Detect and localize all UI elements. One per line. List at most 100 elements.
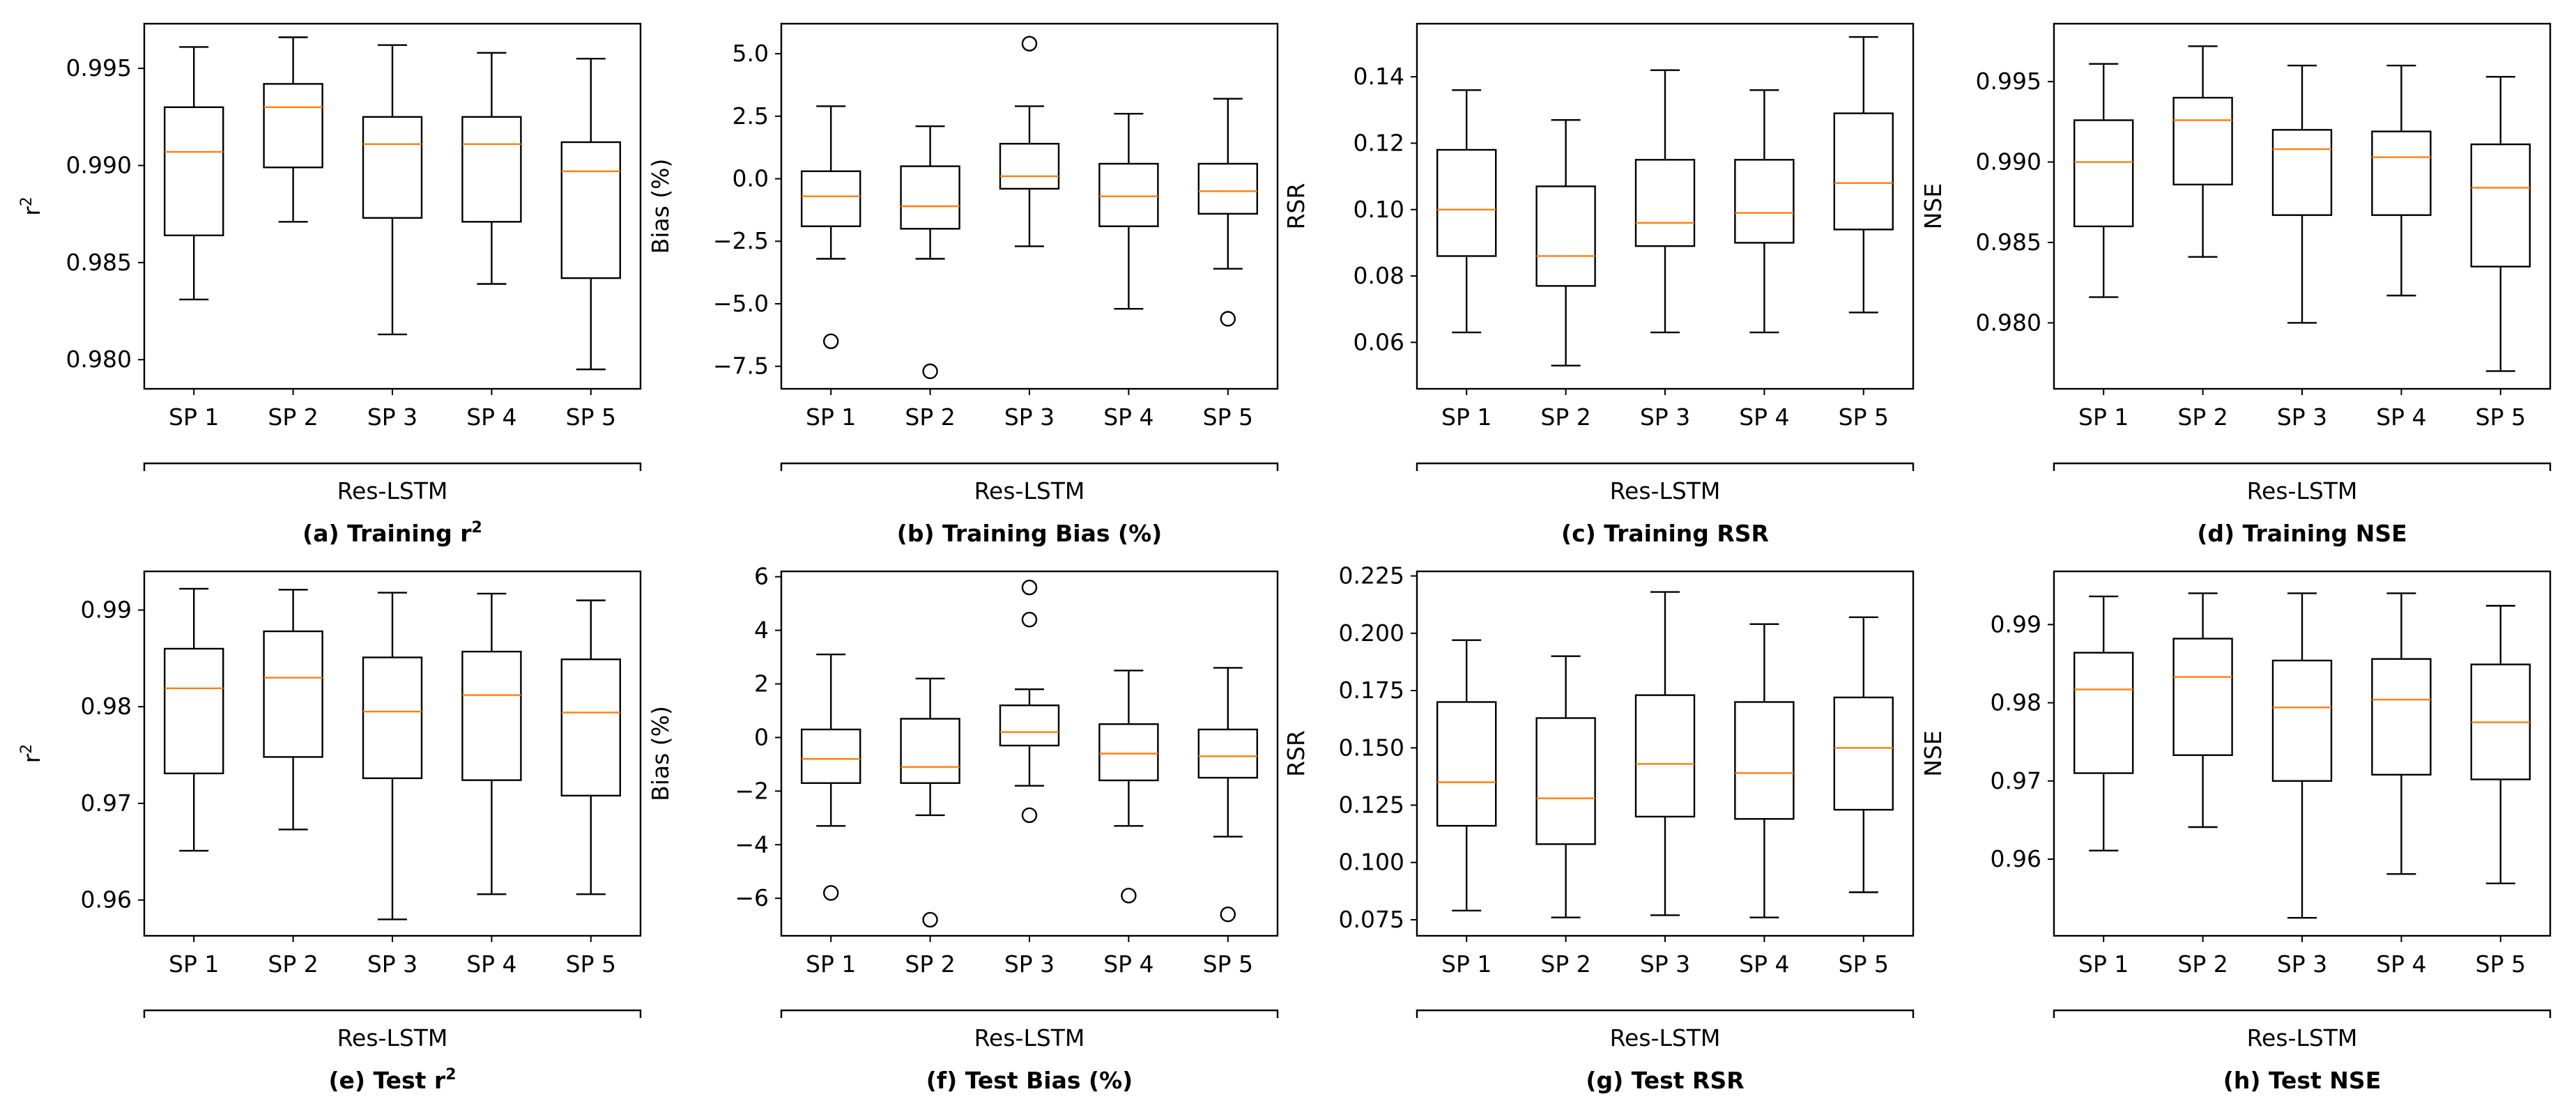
x-tick-label: SP 1 — [2078, 403, 2129, 431]
panel-caption: (b) Training Bias (%) — [897, 520, 1163, 547]
y-axis-label-text: NSE — [1919, 730, 1947, 776]
iqr-box — [2172, 96, 2233, 186]
panel-caption: (d) Training NSE — [2197, 520, 2407, 547]
outlier-point — [1220, 907, 1236, 923]
y-tick-label: 0.175 — [1339, 677, 1404, 704]
iqr-box — [362, 116, 423, 219]
outlier-point — [922, 911, 938, 928]
iqr-box — [1098, 723, 1159, 782]
iqr-box — [1634, 694, 1696, 818]
y-tick-label: −4 — [735, 831, 769, 858]
box-4 — [1098, 670, 1159, 904]
group-bracket — [1416, 462, 1915, 471]
x-tick-label: SP 3 — [1004, 950, 1055, 978]
group-label: Res-LSTM — [974, 477, 1085, 504]
box-1 — [800, 105, 861, 350]
y-tick-label: 0.98 — [81, 693, 132, 720]
y-axis-label: RSR — [1282, 183, 1310, 230]
box-2 — [263, 589, 323, 831]
x-tick-label: SP 5 — [1839, 403, 1889, 431]
box-2 — [1535, 655, 1596, 918]
y-tick-label: −7.5 — [713, 353, 769, 380]
x-tick-label: SP 4 — [1739, 950, 1789, 978]
y-tick-label: 0.995 — [1976, 68, 2041, 95]
outlier-point — [1021, 807, 1038, 824]
y-tick-label: 0.125 — [1339, 792, 1404, 819]
iqr-box — [2371, 658, 2432, 776]
x-tick-label: SP 4 — [466, 403, 516, 431]
x-tick-label: SP 5 — [2476, 403, 2526, 431]
box-5 — [560, 599, 621, 895]
group-label: Res-LSTM — [2247, 477, 2358, 504]
x-tick-label: SP 2 — [268, 950, 318, 978]
box-4 — [2371, 592, 2432, 875]
x-tick-label: SP 1 — [1441, 950, 1492, 978]
box-1 — [2073, 595, 2134, 851]
x-tick-label: SP 4 — [1739, 403, 1789, 431]
caption-superscript: 2 — [472, 519, 482, 537]
iqr-box — [2371, 130, 2432, 216]
x-tick-label: SP 5 — [2476, 950, 2526, 978]
box-3 — [362, 44, 423, 336]
box-3 — [2271, 592, 2333, 919]
box-2 — [1535, 118, 1596, 367]
caption-text: (a) Training r — [302, 520, 472, 547]
y-axis-label: r2 — [18, 744, 45, 764]
y-axis-label: NSE — [1919, 183, 1947, 229]
box-4 — [2371, 64, 2432, 297]
x-tick-label: SP 4 — [2376, 950, 2426, 978]
iqr-box — [1833, 112, 1894, 231]
y-tick-label: 0.96 — [81, 886, 132, 914]
box-5 — [2470, 605, 2531, 885]
box-3 — [2271, 64, 2333, 324]
x-tick-label: SP 2 — [268, 403, 318, 431]
x-tick-label: SP 5 — [1839, 950, 1889, 978]
group-label: Res-LSTM — [337, 1024, 448, 1051]
y-tick-label: 5.0 — [733, 40, 769, 67]
y-tick-label: 0.99 — [81, 596, 132, 623]
box-2 — [900, 677, 960, 928]
iqr-box — [263, 83, 323, 169]
iqr-box — [163, 106, 224, 237]
y-tick-label: 0.97 — [1991, 767, 2041, 794]
iqr-box — [800, 728, 861, 785]
y-tick-label: 4 — [754, 617, 769, 644]
box-5 — [1833, 616, 1894, 893]
group-label: Res-LSTM — [1610, 1024, 1721, 1051]
iqr-box — [999, 143, 1060, 190]
group-label: Res-LSTM — [1610, 477, 1721, 504]
y-tick-label: 0.10 — [1354, 196, 1404, 223]
caption-text: (f) Test Bias (%) — [926, 1067, 1133, 1094]
x-tick-label: SP 3 — [1640, 403, 1690, 431]
y-axis-label-superscript: 2 — [18, 744, 36, 754]
box-4 — [461, 52, 522, 285]
iqr-box — [362, 656, 423, 780]
x-tick-label: SP 5 — [566, 950, 616, 978]
box-1 — [163, 587, 224, 852]
x-tick-label: SP 2 — [905, 403, 955, 431]
box-5 — [1197, 667, 1259, 923]
y-tick-label: −2.5 — [713, 227, 769, 254]
panel-caption: (h) Test NSE — [2223, 1067, 2382, 1094]
y-axis-label: r2 — [18, 196, 45, 216]
outlier-point — [1021, 579, 1038, 596]
panel-caption: (c) Training RSR — [1561, 520, 1769, 547]
panel-b: −7.5 −5.0 −2.5 0.0 2.5 5.0 Bias (%) SP 1 SP 2 SP … — [647, 22, 1279, 547]
box-2 — [2172, 45, 2233, 258]
group-bracket — [2053, 462, 2552, 471]
caption-text: (g) Test RSR — [1586, 1067, 1744, 1094]
box-2 — [900, 125, 960, 380]
panel-caption: (a) Training r2 — [302, 519, 482, 547]
x-tick-label: SP 2 — [905, 950, 955, 978]
x-tick-label: SP 3 — [367, 950, 417, 978]
iqr-box — [999, 704, 1060, 747]
panel-d: 0.980 0.985 0.990 0.995 NSE SP 1 SP 2 SP 3 SP 4 S… — [1919, 22, 2552, 547]
y-tick-label: 0.97 — [81, 789, 132, 817]
x-tick-label: SP 4 — [2376, 403, 2426, 431]
outlier-point — [1220, 311, 1236, 327]
box-1 — [800, 654, 861, 901]
iqr-box — [263, 630, 323, 758]
x-tick-label: SP 5 — [1203, 950, 1253, 978]
